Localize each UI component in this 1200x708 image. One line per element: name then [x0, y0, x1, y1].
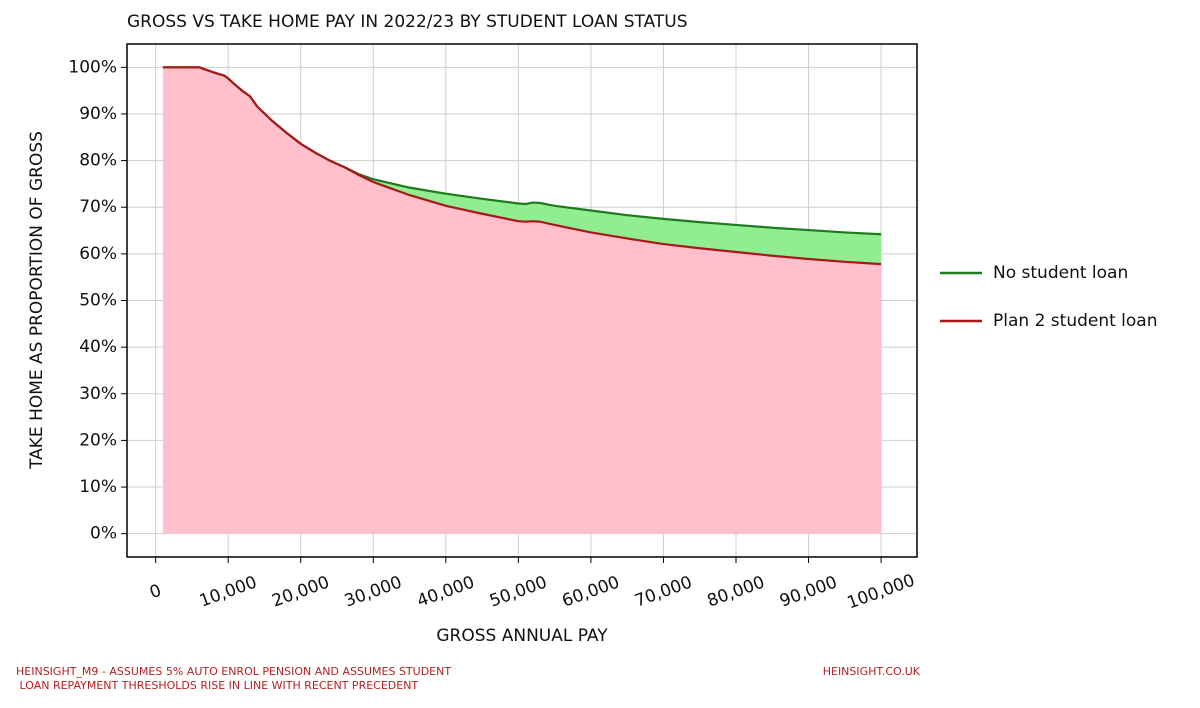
chart-title: GROSS VS TAKE HOME PAY IN 2022/23 BY STU… [127, 12, 688, 32]
x-tick-label: 80,000 [705, 572, 768, 611]
source: HEINSIGHT.CO.UK [823, 665, 921, 678]
legend-label: Plan 2 student loan [993, 311, 1158, 331]
y-tick-label: 100% [68, 57, 117, 77]
y-axis-title: TAKE HOME AS PROPORTION OF GROSS [27, 131, 47, 470]
y-tick-label: 50% [79, 291, 117, 311]
area-between [162, 67, 882, 265]
x-tick-label: 0 [147, 581, 164, 603]
x-tick-label: 40,000 [414, 572, 477, 611]
x-tick-label: 20,000 [269, 572, 332, 611]
y-tick-label: 30% [79, 384, 117, 404]
plot-frame [126, 43, 918, 558]
area [162, 67, 882, 534]
y-tick-label: 40% [79, 337, 117, 357]
y-tick-label: 0% [90, 524, 117, 544]
x-axis-title: GROSS ANNUAL PAY [436, 626, 608, 646]
footnote: HEINSIGHT_M9 - ASSUMES 5% AUTO ENROL PEN… [16, 665, 451, 678]
y-tick-label: 60% [79, 244, 117, 264]
x-tick-label: 90,000 [777, 572, 840, 611]
x-tick-label: 60,000 [560, 572, 623, 611]
y-tick-label: 70% [79, 197, 117, 217]
legend-label: No student loan [993, 263, 1128, 283]
line [162, 66, 882, 266]
x-tick-label: 30,000 [342, 572, 405, 611]
x-tick-label: 10,000 [197, 572, 260, 611]
footnote: LOAN REPAYMENT THRESHOLDS RISE IN LINE W… [16, 679, 418, 692]
x-tick-label: 70,000 [632, 572, 695, 611]
y-tick-label: 10% [79, 477, 117, 497]
y-tick-label: 80% [79, 151, 117, 171]
y-tick-label: 90% [79, 104, 117, 124]
x-tick-label: 50,000 [487, 572, 550, 611]
y-tick-label: 20% [79, 430, 117, 450]
x-tick-label: 100,000 [845, 571, 918, 614]
